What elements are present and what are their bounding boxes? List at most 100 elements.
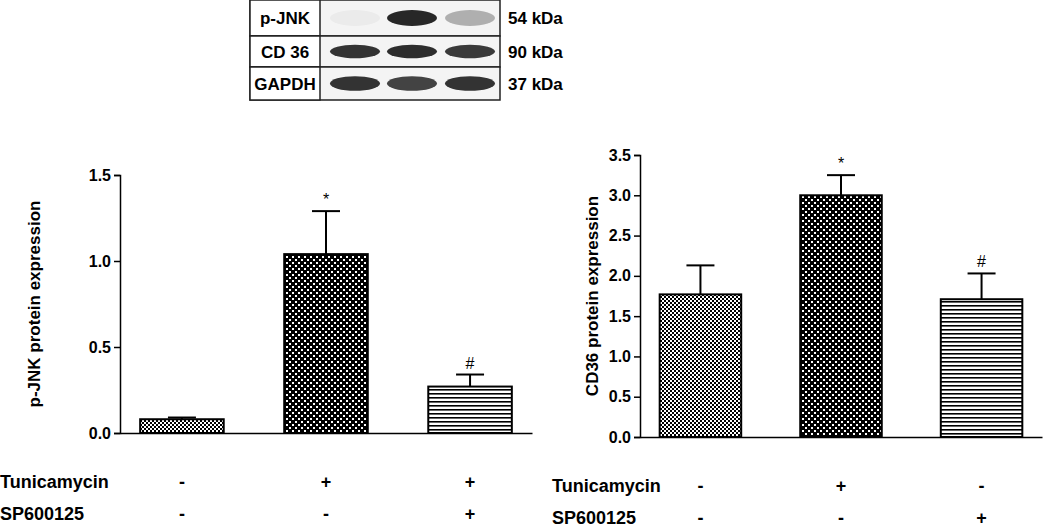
x-axis-line: [121, 433, 533, 435]
bar: [660, 294, 742, 437]
x-axis: [121, 433, 533, 435]
error-bar-cap: [168, 417, 196, 419]
y-tick: 2.5: [609, 227, 640, 244]
bar: [941, 299, 1023, 437]
y-tick: 0.5: [89, 339, 120, 356]
significance-mark: *: [323, 191, 329, 208]
blot-band: [445, 10, 495, 26]
blot-row-label: p-JNK: [260, 9, 311, 28]
blot-band: [330, 10, 380, 26]
error-bar-stem: [699, 265, 701, 294]
y-tick: 1.0: [89, 253, 120, 270]
treatment-sign: +: [836, 476, 847, 496]
x-axis: [641, 437, 1043, 439]
x-axis-line: [641, 437, 1043, 439]
treatment-name: SP600125: [0, 504, 84, 524]
y-tick-mark: [634, 396, 640, 398]
bar: [140, 419, 224, 433]
western-blot: p-JNK54 kDaCD 3690 kDaGAPDH37 kDa: [250, 0, 563, 100]
treatment-sign: +: [321, 472, 332, 492]
y-tick-mark: [114, 347, 120, 349]
error-bar-stem: [325, 211, 327, 254]
blot-row-size: 37 kDa: [508, 75, 563, 94]
blot-band: [445, 76, 495, 91]
error-bar: [686, 265, 714, 294]
y-tick-mark: [634, 195, 640, 197]
error-bar: [168, 418, 196, 420]
y-tick-mark: [114, 175, 120, 177]
treatment-sign: +: [465, 472, 476, 492]
y-tick: 0.0: [89, 425, 120, 442]
plot-area: [660, 175, 1023, 437]
treatment-name: Tunicamycin: [552, 476, 661, 496]
y-tick-label: 1.5: [609, 308, 631, 325]
y-tick-mark: [634, 155, 640, 157]
bar: [428, 387, 512, 433]
y-axis-line: [634, 156, 641, 438]
treatment-sign: -: [979, 476, 985, 496]
treatment-sign: -: [323, 504, 329, 524]
figure: p-JNK54 kDaCD 3690 kDaGAPDH37 kDa0.00.51…: [0, 0, 1050, 530]
error-bar-cap: [968, 272, 996, 274]
y-tick-mark: [634, 235, 640, 237]
treatment-sign: -: [697, 508, 703, 528]
blot-row-label: CD 36: [261, 43, 309, 62]
y-tick: 0.0: [609, 429, 640, 446]
treatment-sign: +: [976, 508, 987, 528]
error-bar: [968, 273, 996, 299]
y-tick-mark: [634, 276, 640, 278]
y-axis: 0.0 0.5 1.0 1.5 2.0 2.5 3.0 3.5: [609, 147, 641, 446]
y-tick: 1.5: [609, 308, 640, 325]
y-axis-title: CD36 protein expression: [583, 196, 602, 396]
error-bar-cap: [312, 210, 340, 212]
significance-mark: #: [977, 253, 986, 270]
error-bar: [312, 211, 340, 254]
blot-band: [330, 76, 380, 91]
bar-chart: 0.0 0.5 1.0 1.5 2.0 2.5 3.0 3.5 CD36 protein exp…: [552, 147, 1043, 528]
bar: [800, 195, 882, 437]
treatment-name: SP600125: [552, 508, 636, 528]
blot-label-box: [250, 0, 320, 36]
blot-row-label: GAPDH: [254, 75, 315, 94]
blot-label-box: [250, 36, 320, 67]
y-tick: 0.5: [609, 388, 640, 405]
blot-row-frame: [250, 67, 500, 100]
y-tick-label: 1.5: [89, 167, 111, 184]
y-tick-label: 0.5: [609, 388, 631, 405]
y-axis-line: [114, 176, 121, 434]
y-tick-mark: [114, 433, 120, 435]
blot-band: [330, 45, 380, 59]
bar-chart: 0.0 0.5 1.0 1.5 p-JNK protein expression * # Tu…: [0, 167, 533, 524]
y-tick: 1.0: [609, 348, 640, 365]
y-tick-mark: [114, 261, 120, 263]
y-tick-mark: [634, 437, 640, 439]
y-tick-label: 1.0: [609, 348, 631, 365]
y-axis-title: p-JNK protein expression: [25, 201, 44, 408]
treatment-sign: +: [465, 504, 476, 524]
y-tick-label: 2.0: [609, 267, 631, 284]
blot-row-size: 54 kDa: [508, 9, 563, 28]
error-bar-stem: [469, 375, 471, 387]
significance-mark: *: [838, 155, 844, 172]
blot-band: [387, 45, 437, 59]
y-tick: 2.0: [609, 267, 640, 284]
error-bar: [827, 175, 855, 195]
y-tick-mark: [634, 356, 640, 358]
y-tick: 3.0: [609, 187, 640, 204]
y-tick-label: 3.0: [609, 187, 631, 204]
error-bar-cap: [686, 264, 714, 266]
y-axis: 0.0 0.5 1.0 1.5: [89, 167, 121, 442]
treatment-name: Tunicamycin: [0, 472, 109, 492]
significance-mark: #: [466, 355, 475, 372]
y-tick: 1.5: [89, 167, 120, 184]
treatment-sign: -: [697, 476, 703, 496]
y-tick: 3.5: [609, 147, 640, 164]
treatment-sign: -: [838, 508, 844, 528]
error-bar-cap: [456, 374, 484, 376]
treatment-sign: -: [179, 504, 185, 524]
treatment-sign: -: [179, 472, 185, 492]
blot-row-frame: [250, 0, 500, 36]
y-tick-mark: [634, 316, 640, 318]
y-tick-label: 2.5: [609, 227, 631, 244]
blot-band: [445, 45, 495, 59]
